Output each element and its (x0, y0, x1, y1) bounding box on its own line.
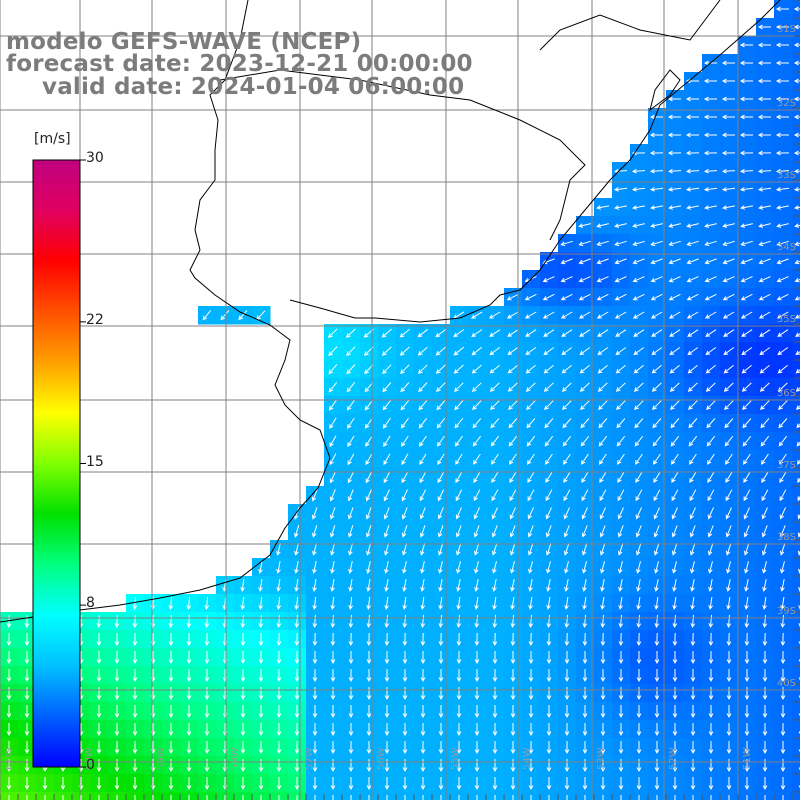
wind-speed-cell (792, 558, 800, 577)
longitude-label: 59W (156, 747, 167, 770)
latitude-label: 31S (777, 24, 796, 35)
wind-speed-cell (792, 288, 800, 307)
wind-speed-cell (792, 756, 800, 775)
wind-speed-cell (792, 738, 800, 757)
wind-speed-cell (792, 504, 800, 523)
colorbar-tick-label: 30 (86, 150, 104, 166)
wind-speed-cell (792, 432, 800, 451)
wind-speed-cell (792, 720, 800, 739)
longitude-label: 53W (596, 747, 607, 770)
wind-speed-cell (792, 648, 800, 667)
wind-speed-cell (792, 270, 800, 289)
colorbar-tick-label: 0 (86, 757, 95, 773)
wind-speed-cell (792, 252, 800, 271)
colorbar-body (33, 160, 80, 767)
wind-speed-cell (792, 702, 800, 721)
latitude-label: 32S (777, 98, 796, 109)
wind-speed-cell (792, 414, 800, 433)
wind-speed-cell (792, 342, 800, 361)
wind-speed-cell (792, 774, 800, 793)
title-forecast-date: forecast date: 2023-12-21 00:00:00 (6, 52, 473, 76)
wind-speed-cell (792, 324, 800, 343)
longitude-label: 57W (304, 747, 315, 770)
wind-speed-cell (792, 630, 800, 649)
longitude-label: 56W (376, 747, 387, 770)
colorbar-tick-label: 8 (86, 595, 95, 611)
latitude-label: 34S (777, 242, 796, 253)
wind-speed-cell (792, 576, 800, 595)
latitude-label: 39S (777, 606, 796, 617)
longitude-label: 55W (450, 747, 461, 770)
latitude-label: 36S (777, 388, 796, 399)
latitude-label: 37S (777, 460, 796, 471)
latitude-label: 38S (777, 532, 796, 543)
latitude-label: 40S (777, 678, 796, 689)
colorbar (33, 160, 86, 767)
longitude-label: 58W (230, 747, 241, 770)
colorbar-tick-label: 22 (86, 312, 104, 328)
longitude-label: 61W (4, 747, 15, 770)
longitude-label: 52W (668, 747, 679, 770)
longitude-label: 54W (522, 747, 533, 770)
title-valid-date: valid date: 2024-01-04 06:00:00 (42, 75, 464, 99)
wind-speed-cell (792, 792, 800, 800)
brazil-border (540, 0, 720, 50)
colorbar-unit: [m/s] (34, 131, 71, 147)
wind-speed-cell (792, 360, 800, 379)
longitude-label: 51W (742, 747, 753, 770)
latitude-label: 33S (777, 170, 796, 181)
colorbar-tick-label: 15 (86, 454, 104, 470)
latitude-label: 35S (777, 314, 796, 325)
wind-speed-cell (792, 486, 800, 505)
